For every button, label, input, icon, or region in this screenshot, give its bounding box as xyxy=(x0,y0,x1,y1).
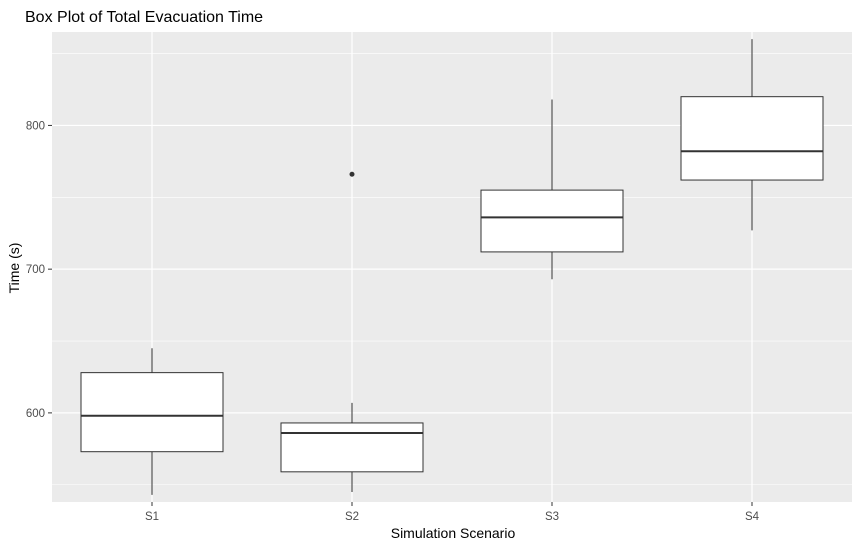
x-axis-title: Simulation Scenario xyxy=(391,525,516,541)
box-iqr xyxy=(680,96,824,181)
box-iqr xyxy=(280,422,424,473)
box-iqr xyxy=(80,372,224,453)
x-tick-label: S2 xyxy=(345,511,359,523)
y-tick-label: 700 xyxy=(26,264,45,276)
box-iqr xyxy=(480,189,624,253)
box-s1 xyxy=(80,348,224,495)
x-tick-label: S3 xyxy=(545,511,559,523)
x-tick-label: S4 xyxy=(745,511,760,523)
y-tick-label: 600 xyxy=(26,408,45,420)
x-tick-label: S1 xyxy=(145,511,159,523)
y-axis-title: Time (s) xyxy=(6,243,22,294)
chart-title: Box Plot of Total Evacuation Time xyxy=(25,9,263,26)
x-axis: S1 S2 S3 S4 xyxy=(145,502,760,523)
box-s3 xyxy=(480,99,624,280)
minor-gridlines xyxy=(52,53,852,486)
box-s4 xyxy=(680,39,824,231)
box-s2 xyxy=(280,171,424,492)
outlier-point xyxy=(349,171,355,177)
y-tick-label: 800 xyxy=(26,120,45,132)
y-axis: 600 700 800 xyxy=(26,120,52,420)
boxes-layer xyxy=(80,39,824,495)
